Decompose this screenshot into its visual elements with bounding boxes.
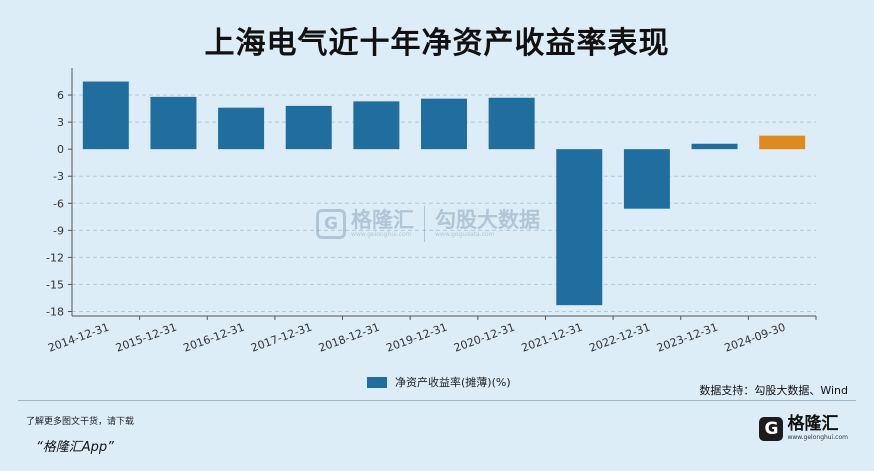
x-tick-label: 2020-12-31: [452, 321, 517, 355]
bar: [488, 97, 535, 150]
bar: [218, 107, 265, 150]
x-tick-label: 2023-12-31: [655, 321, 720, 355]
bar: [556, 149, 603, 306]
y-tick-label: -9: [53, 224, 64, 237]
footer-divider: [18, 400, 856, 401]
bar: [759, 135, 806, 150]
x-tick-label: 2014-12-31: [46, 321, 111, 355]
gelonghui-g-icon: G: [759, 416, 784, 441]
bars: [82, 81, 806, 306]
footer-logo-name: 格隆汇: [787, 414, 839, 434]
y-tick-label: -15: [46, 278, 64, 291]
y-tick-label: 6: [57, 89, 64, 102]
y-tick-label: -3: [53, 170, 64, 183]
bar: [285, 105, 332, 150]
bar: [353, 101, 400, 150]
bar: [421, 98, 467, 150]
legend-label: 净资产收益率(摊薄)(%): [395, 376, 511, 389]
bar-chart: 630-3-6-9-12-15-18 2014-12-31 2015-12-31 2…: [46, 68, 817, 355]
y-tick-label: -6: [53, 197, 64, 210]
y-tick-label: -12: [46, 251, 64, 264]
x-tick-label: 2022-12-31: [587, 321, 652, 355]
footer-app-name: “格隆汇App”: [36, 440, 114, 455]
legend-swatch: [367, 376, 387, 388]
x-tick-label: 2017-12-31: [249, 321, 314, 355]
x-tick-label: 2016-12-31: [182, 321, 247, 355]
bar: [82, 81, 129, 150]
y-tick-label: 0: [57, 143, 64, 156]
footer-logo: G 格隆汇 www.gelonghui.com: [759, 416, 848, 441]
x-tick-label: 2019-12-31: [384, 321, 449, 355]
bar: [691, 143, 738, 150]
x-axis: 2014-12-31 2015-12-31 2016-12-31 2017-12-31…: [46, 315, 817, 355]
footer-promo-text: 了解更多图文干货，请下载: [26, 417, 135, 427]
x-tick-label: 2024-09-30: [723, 321, 788, 355]
bar: [150, 96, 197, 150]
y-axis: 6 3 0 -3 -6 -9 -12 -15 -18: [46, 68, 73, 318]
x-tick-label: 2018-12-31: [317, 321, 382, 355]
x-tick-label: 2021-12-31: [520, 321, 585, 355]
y-tick-label: -18: [46, 305, 64, 318]
data-source: 数据支持：勾股大数据、Wind: [699, 384, 848, 397]
y-tick-label: 3: [57, 116, 64, 129]
footer-logo-url: www.gelonghui.com: [787, 434, 848, 441]
x-tick-label: 2015-12-31: [114, 321, 179, 355]
chart-title: 上海电气近十年净资产收益率表现: [204, 26, 670, 61]
legend: 净资产收益率(摊薄)(%): [367, 374, 511, 390]
bar: [623, 149, 670, 209]
